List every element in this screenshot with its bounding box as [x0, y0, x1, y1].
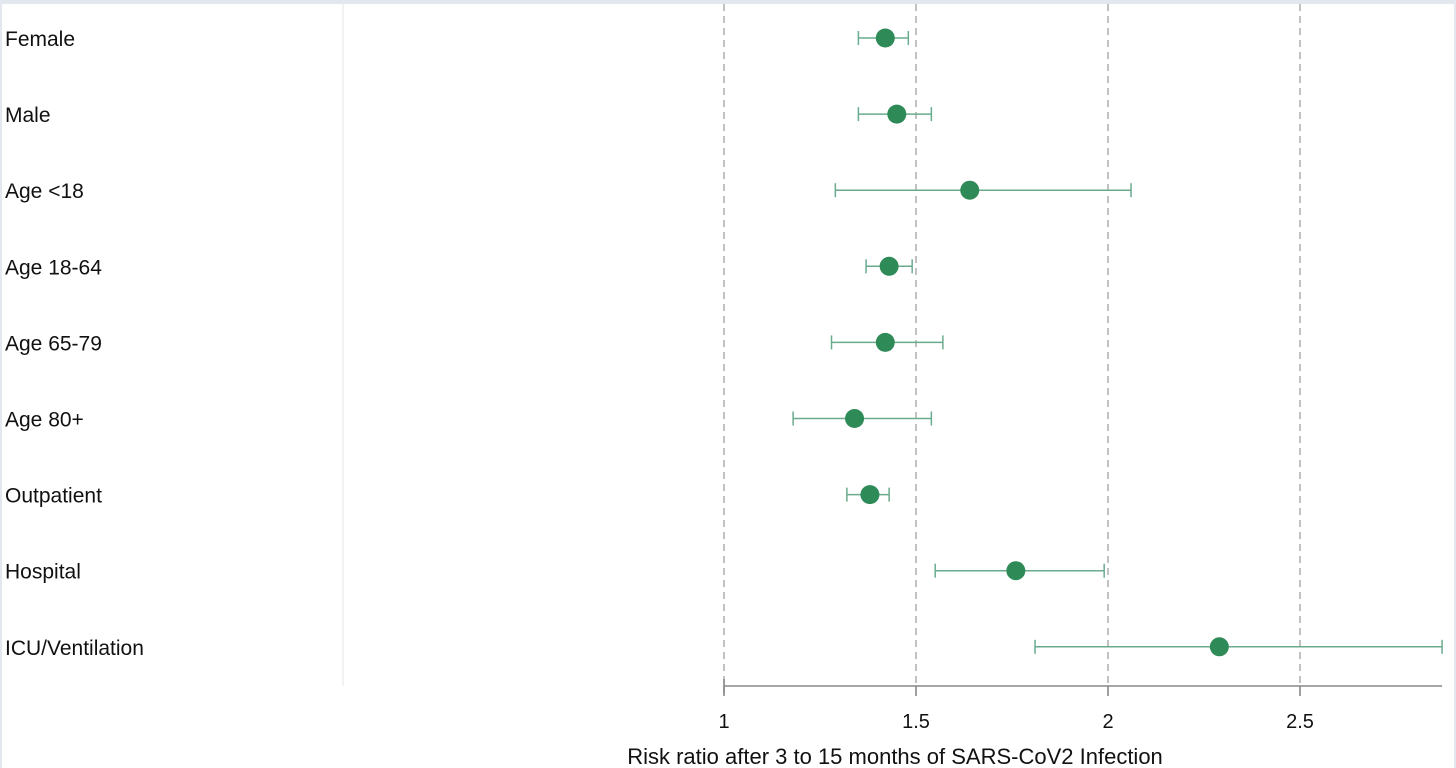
row-label: Age <18: [5, 180, 84, 203]
point-estimate: [1209, 637, 1229, 657]
gridlines: [723, 4, 1301, 686]
row-label: Male: [5, 104, 51, 127]
x-tick-label: 2: [1102, 711, 1113, 733]
row-labels: Female Male Age <18 Age 18-64 Age 65-79 Age 8…: [5, 28, 144, 660]
x-tick-label: 2.5: [1286, 711, 1314, 733]
x-tick-label: 1: [718, 711, 729, 733]
row-label: Age 65-79: [5, 332, 102, 355]
point-estimate: [875, 332, 895, 352]
point-estimate: [845, 409, 865, 428]
row-label: Age 80+: [5, 409, 84, 432]
point-estimate: [960, 180, 980, 200]
point-estimate: [1006, 561, 1026, 581]
row-label: Female: [5, 28, 75, 51]
point-estimate: [875, 28, 895, 48]
row-label: Age 18-64: [5, 256, 102, 279]
row-label: ICU/Ventilation: [5, 637, 144, 660]
x-axis: 1 1.5 2 2.5: [718, 679, 1443, 733]
point-estimate: [879, 256, 899, 276]
estimates: [792, 28, 1443, 657]
x-tick-label: 1.5: [902, 711, 930, 733]
x-axis-title: Risk ratio after 3 to 15 months of SARS-…: [627, 744, 1163, 768]
point-estimate: [860, 485, 880, 505]
point-estimate: [887, 104, 907, 124]
row-label: Outpatient: [5, 485, 102, 508]
row-label: Hospital: [5, 561, 81, 584]
